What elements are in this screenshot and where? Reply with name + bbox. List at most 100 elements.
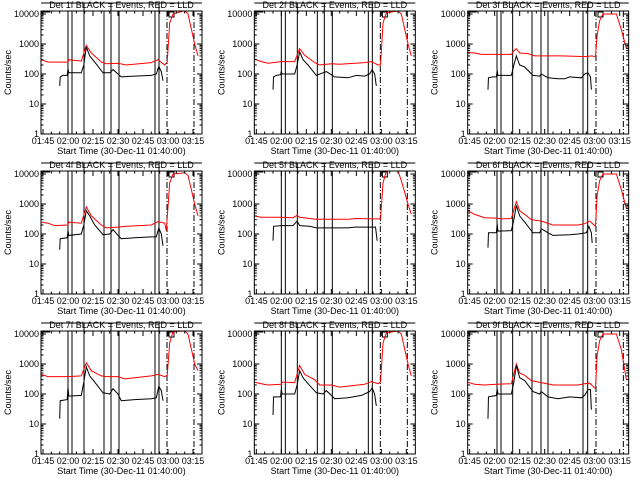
y-axis-label: Counts/sec xyxy=(430,209,440,255)
events-series-line xyxy=(487,205,593,248)
y-tick-label: 1 xyxy=(34,129,39,139)
lld-series-line xyxy=(41,172,199,231)
events-series-line xyxy=(59,46,164,86)
x-tick-label: 02:45 xyxy=(345,296,368,306)
x-tick-label: 02:00 xyxy=(270,136,293,146)
corner-marker xyxy=(41,11,50,14)
plot-frame xyxy=(253,170,416,295)
y-tick-label: 1000 xyxy=(446,199,466,209)
y-axis-label: Counts/sec xyxy=(3,49,13,95)
x-tick-label: 02:00 xyxy=(483,296,506,306)
x-tick-label: 02:45 xyxy=(345,456,368,466)
events-series-line xyxy=(272,220,378,241)
corner-marker xyxy=(41,171,50,174)
x-axis-label: Start Time (30-Dec-11 01:40:00) xyxy=(484,466,612,476)
lld-series-line xyxy=(467,13,627,58)
lld-series-line xyxy=(254,171,412,220)
y-tick-label: 10 xyxy=(242,419,252,429)
panel-det-2: 1 10 100 1000 10000 01:45 02:00 02:15 02:30 02:45… xyxy=(216,0,417,156)
y-tick-label: 1 xyxy=(461,449,466,459)
panel-det-9: 1 10 100 1000 10000 01:45 02:00 02:15 02:30 02:45… xyxy=(430,320,631,476)
x-tick-label: 03:00 xyxy=(583,296,606,306)
x-tick-label: 02:15 xyxy=(508,456,531,466)
panel-det-7: 1 10 100 1000 10000 01:45 02:00 02:15 02:30 02:45… xyxy=(3,320,204,476)
x-tick-label: 02:45 xyxy=(558,136,581,146)
x-tick-label: 02:30 xyxy=(533,296,556,306)
plot-frame xyxy=(40,170,203,295)
x-tick-label: 02:15 xyxy=(82,296,105,306)
panel-title: Det 7f BLACK = Events, RED = LLD xyxy=(49,320,194,330)
x-tick-label: 02:45 xyxy=(558,456,581,466)
x-tick-label: 01:45 xyxy=(245,456,268,466)
panel-det-6: 1 10 100 1000 10000 01:45 02:00 02:15 02:30 02:45… xyxy=(430,160,631,316)
x-tick-label: 03:15 xyxy=(182,456,205,466)
panel-title: Det 1f BLACK = Events, RED = LLD xyxy=(49,0,194,10)
x-axis-label: Start Time (30-Dec-11 01:40:00) xyxy=(271,306,399,316)
corner-marker xyxy=(468,11,477,14)
y-tick-label: 100 xyxy=(237,229,252,239)
corner-marker xyxy=(254,331,264,334)
y-tick-label: 1 xyxy=(34,449,39,459)
y-tick-label: 10 xyxy=(242,99,252,109)
y-tick-label: 10000 xyxy=(227,169,252,179)
x-tick-label: 03:00 xyxy=(370,296,393,306)
x-tick-label: 03:15 xyxy=(608,296,631,306)
corner-marker xyxy=(254,11,264,14)
x-tick-label: 01:45 xyxy=(245,296,268,306)
events-series-line xyxy=(59,364,164,419)
x-tick-label: 02:00 xyxy=(483,136,506,146)
panel-title: Det 8f BLACK = Events, RED = LLD xyxy=(263,320,408,330)
y-axis-label: Counts/sec xyxy=(3,369,13,415)
lld-series-line xyxy=(254,11,412,66)
x-tick-label: 03:00 xyxy=(157,136,180,146)
y-tick-label: 100 xyxy=(237,389,252,399)
panel-det-8: 1 10 100 1000 10000 01:45 02:00 02:15 02:30 02:45… xyxy=(216,320,417,476)
panel-title: Det 5f BLACK = Events, RED = LLD xyxy=(263,160,408,170)
events-series-line xyxy=(272,369,377,416)
x-tick-label: 03:00 xyxy=(157,456,180,466)
plot-frame xyxy=(253,10,416,135)
x-tick-label: 02:00 xyxy=(57,456,80,466)
x-tick-label: 03:00 xyxy=(583,136,606,146)
y-axis-label: Counts/sec xyxy=(216,49,226,95)
panel-title: Det 4f BLACK = Events, RED = LLD xyxy=(49,160,194,170)
y-tick-label: 1000 xyxy=(19,39,39,49)
y-tick-label: 1000 xyxy=(232,359,252,369)
panel-det-5: 1 10 100 1000 10000 01:45 02:00 02:15 02:30 02:45… xyxy=(216,160,417,316)
plot-frame xyxy=(253,330,416,455)
corner-marker xyxy=(41,331,50,334)
y-tick-label: 10000 xyxy=(227,9,252,19)
y-tick-label: 10 xyxy=(456,99,466,109)
y-tick-label: 10000 xyxy=(14,329,39,339)
panel-title: Det 6f BLACK = Events, RED = LLD xyxy=(476,160,621,170)
x-axis-label: Start Time (30-Dec-11 01:40:00) xyxy=(57,466,185,476)
x-tick-label: 02:30 xyxy=(320,296,343,306)
x-tick-label: 01:45 xyxy=(245,136,268,146)
corner-marker xyxy=(468,331,477,334)
x-tick-label: 02:30 xyxy=(533,456,556,466)
x-tick-label: 02:45 xyxy=(132,456,155,466)
y-tick-label: 10 xyxy=(456,419,466,429)
y-tick-label: 100 xyxy=(24,389,39,399)
panel-det-4: 1 10 100 1000 10000 01:45 02:00 02:15 02:30 02:45… xyxy=(3,160,204,316)
y-tick-label: 100 xyxy=(451,69,466,79)
plot-frame xyxy=(467,330,630,455)
x-axis-label: Start Time (30-Dec-11 01:40:00) xyxy=(484,306,612,316)
x-tick-label: 02:30 xyxy=(533,136,556,146)
y-tick-label: 10000 xyxy=(441,329,466,339)
x-axis-label: Start Time (30-Dec-11 01:40:00) xyxy=(57,146,185,156)
x-tick-label: 02:15 xyxy=(82,456,105,466)
corner-marker xyxy=(468,171,477,174)
x-tick-label: 02:15 xyxy=(295,456,318,466)
y-tick-label: 10000 xyxy=(441,169,466,179)
x-tick-label: 02:15 xyxy=(295,296,318,306)
y-tick-label: 10 xyxy=(29,259,39,269)
y-tick-label: 100 xyxy=(24,229,39,239)
y-tick-label: 100 xyxy=(237,69,252,79)
x-tick-label: 02:00 xyxy=(483,456,506,466)
x-tick-label: 02:30 xyxy=(320,456,343,466)
y-tick-label: 10 xyxy=(456,259,466,269)
x-tick-label: 02:00 xyxy=(57,296,80,306)
y-axis-label: Counts/sec xyxy=(3,209,13,255)
